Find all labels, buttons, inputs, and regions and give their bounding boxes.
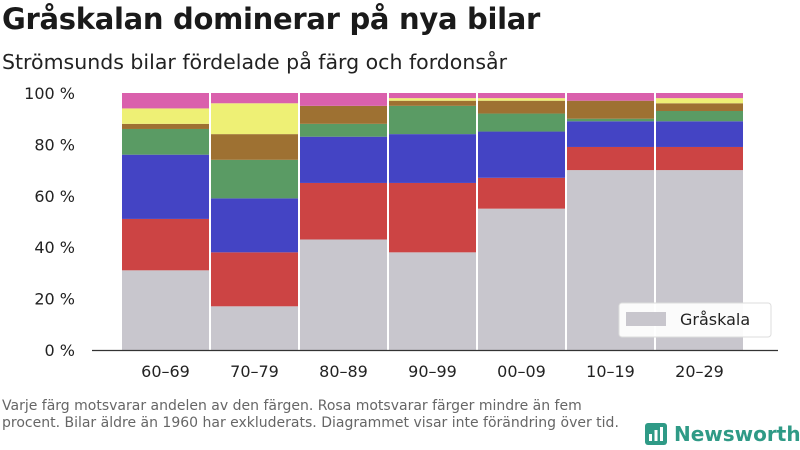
bar-segment-pink [122, 93, 209, 109]
bar-segment-brown [567, 100, 654, 119]
bar-segment-red [389, 182, 476, 253]
bar-segment-green [211, 159, 298, 199]
bar-segment-pink [389, 93, 476, 99]
y-tick-label: 40 % [34, 238, 75, 257]
bar-segment-green [122, 128, 209, 155]
x-tick-label: 10–19 [586, 362, 635, 381]
legend-label: Gråskala [680, 310, 750, 329]
x-tick-label: 80–89 [319, 362, 368, 381]
bar-segment-brown [300, 105, 387, 124]
bar-segment-pink [478, 93, 565, 99]
y-tick-label: 0 % [45, 341, 75, 360]
brand-name: Newsworthy [674, 422, 800, 446]
y-tick-label: 80 % [34, 135, 75, 154]
x-tick-label: 60–69 [141, 362, 190, 381]
y-tick-label: 100 % [24, 84, 75, 103]
stacked-bar-chart: 0 % 20 % 40 % 60 % 80 % 100 % 60–69 70–79 80–89 9… [24, 84, 778, 381]
bar-segment-brown [122, 123, 209, 129]
bar-segment-pink [211, 93, 298, 104]
bar-segment-green [656, 110, 743, 122]
bar-segment-blue [211, 198, 298, 253]
bar-segment-red [300, 182, 387, 240]
bar-segment-gray [211, 306, 298, 350]
bar-segment-blue [300, 136, 387, 183]
bar-segment-green [567, 118, 654, 122]
bar-segment-yellow [122, 108, 209, 124]
chart-title: Gråskalan dominerar på nya bilar [2, 2, 541, 36]
bar-segment-gray [389, 252, 476, 350]
bar-segment-green [389, 105, 476, 135]
bar-segment-brown [211, 134, 298, 160]
chart-subtitle: Strömsunds bilar fördelade på färg och f… [2, 50, 508, 74]
bar-segment-gray [478, 208, 565, 350]
bar-segment-green [478, 113, 565, 132]
bar-segment-brown [389, 100, 476, 106]
bar-segment-yellow [389, 98, 476, 101]
x-tick-label: 00–09 [497, 362, 546, 381]
bar-segment-red [567, 146, 654, 171]
bar-chart-logo-icon [645, 423, 667, 445]
y-tick-label: 20 % [34, 290, 75, 309]
bar-segment-yellow [478, 98, 565, 101]
x-tick-label: 70–79 [230, 362, 279, 381]
bar-segment-red [656, 146, 743, 171]
bar-segment-red [122, 218, 209, 271]
footnote: Varje färg motsvarar andelen av den färg… [2, 398, 619, 431]
legend-box [618, 302, 772, 338]
bar-segment-brown [656, 103, 743, 111]
bar-segment-yellow [211, 103, 298, 135]
x-tick-label: 90–99 [408, 362, 457, 381]
legend-swatch [626, 312, 666, 326]
bar-segment-yellow [656, 98, 743, 104]
bar-segment-pink [656, 93, 743, 99]
brand-logo[interactable]: Newsworthy [645, 421, 800, 447]
bar-segment-pink [567, 93, 654, 101]
bar-segment-blue [567, 121, 654, 147]
bar-segment-green [300, 123, 387, 137]
bar-segment-blue [478, 131, 565, 178]
bar-segment-gray [122, 270, 209, 350]
x-tick-label: 20–29 [675, 362, 724, 381]
bar-segment-blue [389, 134, 476, 183]
bar-segment-gray [300, 239, 387, 350]
bar-segment-red [478, 177, 565, 209]
bar-segment-brown [478, 100, 565, 114]
bar-segment-blue [122, 154, 209, 219]
bar-segment-red [211, 252, 298, 307]
bar-segment-blue [656, 121, 743, 147]
bar-segment-pink [300, 93, 387, 106]
y-tick-label: 60 % [34, 187, 75, 206]
